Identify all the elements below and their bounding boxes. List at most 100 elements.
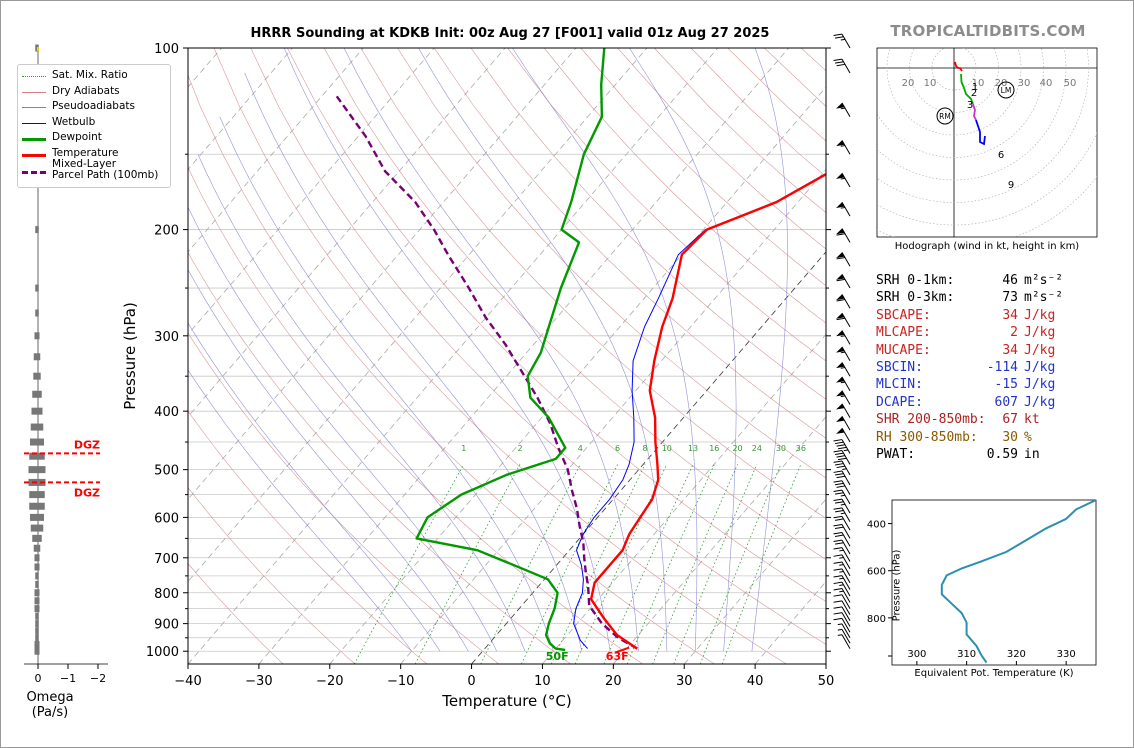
wind-barb [833,600,851,615]
barb-full [836,485,846,488]
stat-label: MLCIN: [876,377,923,393]
barb-pennant [836,173,845,179]
dry-adiabat [188,251,571,664]
barb-half [837,628,843,631]
barb-full [833,617,843,621]
stat-row: PWAT: 0.59 in [876,446,1116,463]
legend-label: Dry Adiabats [52,84,120,97]
barb-full [833,58,843,62]
theta-e-y-tick-label: 800 [867,614,886,625]
barb-full [833,507,843,510]
lm-label: LM [1001,86,1012,95]
mixing-ratio-label: 13 [688,444,698,453]
hodograph-segment [975,119,986,146]
theta-e-x-tick-label: 300 [907,649,926,660]
barb-staff [841,403,851,418]
omega-bar [29,452,45,460]
barb-half [840,503,846,506]
wind-barb [836,376,851,391]
hodograph-ring-label: 50 [1064,78,1077,89]
barb-full [836,444,846,447]
legend-label: Wetbulb [52,115,96,128]
wind-barb [837,634,851,649]
barb-full [833,568,843,571]
barb-half [840,381,846,384]
barb-staff [841,102,851,117]
theta-e-line [940,500,1096,664]
barb-full [833,561,843,564]
barb-staff [841,439,851,454]
hodograph-frame [876,47,1098,238]
omega-bar [31,407,43,415]
wind-barb [836,312,851,328]
x-tick-label: −40 [174,674,201,689]
stat-value: 34 J/kg [1002,342,1092,359]
dry-adiabat [213,48,787,664]
series-mixed-layer-parcel-path-mb- [335,95,638,650]
barb-full [834,509,844,513]
theta-e-y-tick-label: 400 [867,520,886,531]
wind-barb [833,439,851,454]
barb-full [834,518,844,521]
mixing-ratio-label: 16 [709,444,719,453]
barb-full [836,299,846,302]
barb-full [837,446,847,450]
wind-barb [833,606,851,621]
barb-staff [841,202,851,217]
hodograph-height-label: 2 [971,88,977,99]
omega-bar [32,390,42,398]
x-tick-label: 0 [467,674,475,689]
mixing-ratio-label: 8 [642,444,647,453]
barb-staff [841,312,851,328]
skew-t-series: 63F 50F [335,48,826,663]
omega-bar [33,353,41,361]
barb-staff [841,554,851,570]
dgz-top-label: DGZ [74,438,100,451]
surface-dewpoint-label: 50F [546,650,569,663]
omega-bar [29,502,45,510]
stat-value: 73 m²s⁻² [1002,289,1092,306]
barb-staff [841,623,851,639]
omega-bar [32,534,42,542]
dry-adiabat [188,563,284,664]
wind-barb [836,362,851,377]
barb-staff [841,273,851,289]
moist-adiabat [283,48,611,652]
moist-adiabat [512,48,698,652]
barb-staff [841,575,851,590]
stat-value: 2 J/kg [1010,324,1092,341]
hodograph-ring-label: 40 [1040,78,1053,89]
hodograph-height-label: 6 [998,150,1004,161]
legend-swatch [22,171,46,174]
omega-bar [29,491,45,499]
stat-label: MUCAPE: [876,342,931,358]
dry-adiabat [188,332,499,664]
stat-unit: m²s⁻² [1024,273,1064,288]
omega-xlabel: Omega (Pa/s) [26,690,74,720]
barb-pennant [836,140,845,147]
barb-full [834,501,844,504]
mixing-ratio-label: 30 [776,444,786,453]
omega-bar [34,647,40,655]
wind-barb [833,33,851,49]
barb-staff [841,228,851,243]
omega-bar [30,513,44,521]
barb-staff [841,524,851,539]
barb-staff [841,539,851,555]
wind-barb [836,294,851,309]
wind-barb [833,612,851,627]
moist-adiabat [188,322,441,652]
y-tick-label: 600 [154,511,179,526]
moist-adiabat [188,369,412,652]
chart-title: HRRR Sounding at KDKB Init: 00z Aug 27 [… [250,26,770,41]
barb-half [840,512,846,515]
lm-marker [997,81,1015,99]
y-tick-label: 900 [154,618,179,633]
barb-full [836,257,846,260]
barb-full [833,547,843,550]
barb-full [833,581,843,585]
dry-adiabat [360,48,826,519]
stat-unit: J/kg [1024,325,1056,341]
barb-staff [841,140,851,155]
